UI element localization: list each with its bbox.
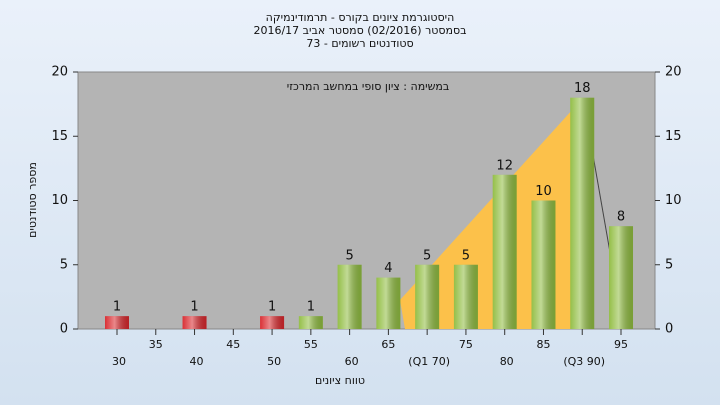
y2-tick-label: 5 — [665, 257, 673, 272]
data-label: 10 — [535, 184, 552, 199]
data-label: 5 — [345, 248, 353, 263]
x-tick-label: 80 — [500, 355, 514, 368]
chart-title: היסטוגרמת ציונים בקורס - תרמודינמיקה — [266, 11, 455, 24]
data-label: 5 — [462, 248, 470, 263]
bar-shine — [376, 277, 401, 329]
data-label: 1 — [113, 300, 121, 315]
x-tick-label: (Q3 90) — [563, 355, 605, 368]
chart-subtitle: בסמסטר (02/2016) סמסטר אביב 2016/17 — [253, 24, 466, 37]
y-tick-label: 15 — [51, 129, 68, 144]
data-label: 12 — [496, 158, 513, 173]
bar-shine — [609, 226, 634, 329]
bar-shine — [105, 316, 129, 329]
y-tick-label: 5 — [60, 257, 68, 272]
data-label: 1 — [307, 300, 315, 315]
x-tick-label: 30 — [112, 355, 126, 368]
x-tick-label: 75 — [459, 338, 473, 351]
y-tick-label: 0 — [60, 322, 68, 337]
x-tick-label: (Q1 70) — [408, 355, 450, 368]
data-label: 8 — [617, 210, 625, 225]
bar-shine — [492, 174, 517, 329]
x-tick-label: 60 — [345, 355, 359, 368]
data-label: 1 — [190, 300, 198, 315]
bar-shine — [298, 316, 323, 329]
bar-shine — [337, 264, 362, 329]
data-label: 4 — [384, 261, 392, 276]
y2-tick-label: 10 — [665, 193, 682, 208]
y2-tick-label: 20 — [665, 65, 682, 80]
x-tick-label: 95 — [614, 338, 628, 351]
chart-subtitle: סטודנטים רשומים - 73 — [306, 37, 413, 50]
y2-tick-label: 15 — [665, 129, 682, 144]
x-tick-label: 35 — [149, 338, 163, 351]
y2-tick-label: 0 — [665, 322, 673, 337]
data-label: 5 — [423, 248, 431, 263]
bar-shine — [570, 97, 595, 329]
data-label: 1 — [268, 300, 276, 315]
x-tick-label: 65 — [381, 338, 395, 351]
x-tick-label: 45 — [226, 338, 240, 351]
x-tick-label: 40 — [190, 355, 204, 368]
bar-shine — [415, 264, 440, 329]
bar-shine — [453, 264, 478, 329]
y-tick-label: 10 — [51, 193, 68, 208]
x-tick-label: 55 — [304, 338, 318, 351]
x-tick-label: 50 — [267, 355, 281, 368]
y-tick-label: 20 — [51, 65, 68, 80]
y-axis-label: מספר סטודנטים — [26, 162, 39, 238]
x-axis-label: טווח ציונים — [315, 374, 365, 387]
annotation: במשימה : ציון סופי במחשב המרכזי — [287, 80, 450, 93]
bar-shine — [182, 316, 207, 329]
bar-shine — [531, 200, 556, 329]
bar-shine — [260, 316, 285, 329]
x-tick-label: 85 — [536, 338, 550, 351]
data-label: 18 — [574, 81, 591, 96]
